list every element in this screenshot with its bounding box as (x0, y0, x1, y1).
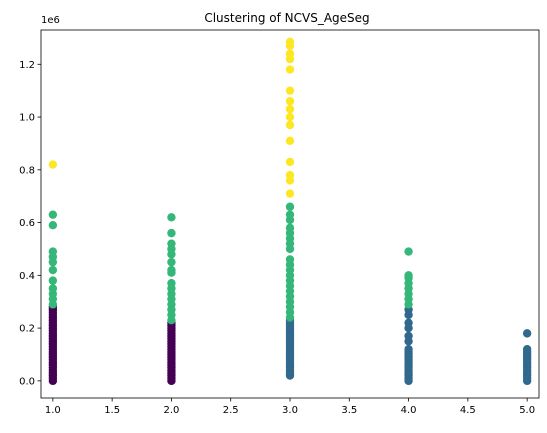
x-tick-label: 2.0 (163, 405, 179, 416)
data-point (48, 160, 58, 169)
data-point (285, 210, 295, 219)
data-point (285, 49, 295, 58)
data-point (404, 318, 413, 328)
data-point (285, 223, 295, 233)
x-tick-label: 4.5 (460, 405, 476, 416)
y-tick-label: 0.8 (19, 165, 35, 176)
data-point (48, 265, 58, 275)
x-tick-label: 1.5 (104, 405, 120, 416)
data-point (167, 239, 176, 248)
data-point (48, 221, 58, 230)
data-point (285, 136, 295, 145)
data-point (285, 189, 295, 198)
data-point (167, 265, 176, 275)
data-points (48, 37, 532, 386)
data-point (285, 65, 295, 74)
data-point (285, 86, 295, 95)
y-tick-label: 0.2 (19, 324, 35, 335)
axis-ticks: 1.0 1.5 2.0 2.5 3.0 3.5 4.0 4.5 5.0 0.0 0.2 0.4 0.6 0… (19, 60, 535, 416)
x-tick-label: 5.0 (519, 405, 535, 416)
x-tick-label: 1.0 (45, 405, 61, 416)
data-point (48, 276, 58, 285)
data-point (285, 157, 295, 167)
y-tick-label: 0.6 (19, 218, 35, 229)
data-point (48, 247, 58, 256)
data-point (167, 213, 176, 222)
data-point (404, 331, 413, 341)
y-tick-label: 1.0 (19, 113, 35, 124)
data-point (285, 37, 295, 47)
data-point (404, 247, 413, 256)
data-point (48, 284, 58, 293)
plot-frame (40, 29, 540, 399)
x-tick-label: 4.0 (401, 405, 417, 416)
data-point (285, 170, 295, 180)
data-point (404, 271, 413, 280)
y-tick-label: 0.4 (19, 271, 35, 282)
data-point (167, 279, 176, 288)
y-axis-offset-label: 1e6 (41, 15, 60, 26)
x-tick-label: 3.5 (341, 405, 357, 416)
data-point (522, 329, 532, 338)
data-point (285, 97, 295, 106)
x-tick-label: 3.0 (282, 405, 298, 416)
data-point (167, 228, 176, 238)
y-tick-label: 1.2 (19, 60, 35, 71)
data-point (285, 112, 295, 122)
x-tick-label: 2.5 (223, 405, 239, 416)
data-point (285, 202, 295, 211)
data-point (285, 120, 295, 130)
data-point (48, 210, 58, 219)
data-point (167, 257, 176, 267)
data-point (285, 255, 295, 264)
data-point (285, 104, 295, 114)
data-point (404, 345, 413, 354)
y-tick-label: 0.0 (19, 376, 35, 387)
data-point (522, 345, 532, 354)
chart-title: Clustering of NCVS_AgeSeg (204, 11, 369, 25)
